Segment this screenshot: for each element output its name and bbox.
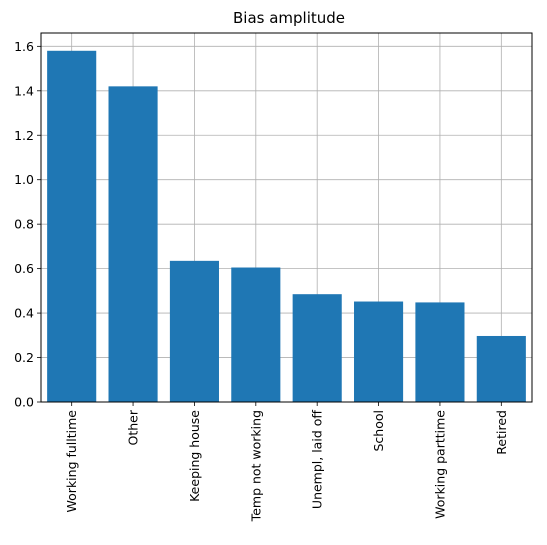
plot-frame: [40, 32, 533, 403]
x-tick-label: Retired: [494, 410, 509, 455]
x-tick-label: Unempl, laid off: [310, 410, 325, 509]
x-tick-label: Temp not working: [248, 410, 263, 522]
bar: [47, 50, 97, 402]
y-tick-label: 1.4: [14, 83, 34, 98]
bar: [108, 86, 158, 402]
bar: [231, 267, 281, 402]
y-tick-label: 1.0: [14, 172, 34, 187]
x-tick-label: Working fulltime: [64, 410, 79, 513]
bar: [354, 301, 404, 402]
y-axis-tick-labels: 0.0 0.2 0.4 0.6 0.8 1.0 1.2 1.4 1.6: [14, 39, 34, 410]
x-tick-label: Working parttime: [432, 410, 447, 519]
y-tick-label: 0.8: [14, 217, 34, 232]
x-axis-tick-labels: Working fulltime Other Keeping house Temp n…: [64, 409, 509, 522]
y-tick-label: 0.2: [14, 350, 34, 365]
chart-title: Bias amplitude: [233, 9, 345, 27]
y-tick-label: 0.0: [14, 395, 34, 410]
y-tick-label: 1.6: [14, 39, 34, 54]
bars: [47, 50, 526, 402]
x-tick-label: Other: [126, 409, 141, 445]
bar: [415, 302, 465, 402]
x-tick-label: Keeping house: [187, 410, 202, 502]
y-tick-label: 0.4: [14, 306, 34, 321]
bar: [169, 260, 219, 402]
axis-ticks: [37, 45, 502, 406]
y-tick-label: 0.6: [14, 261, 34, 276]
bar: [476, 335, 526, 402]
y-tick-label: 1.2: [14, 128, 34, 143]
bar: [292, 294, 342, 402]
x-tick-label: School: [371, 410, 386, 452]
